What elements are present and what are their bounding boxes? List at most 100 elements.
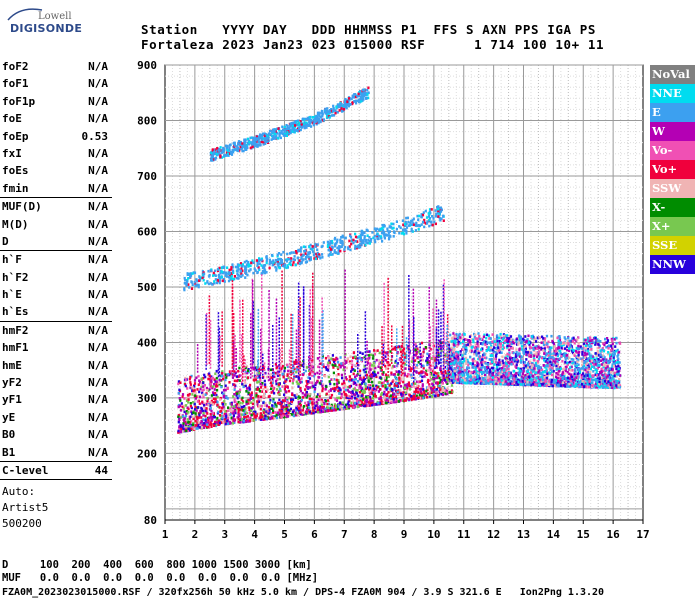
- echo-point: [369, 368, 372, 371]
- echo-point: [428, 384, 431, 388]
- echo-point: [252, 271, 255, 275]
- echo-point: [196, 400, 199, 403]
- echo-point: [315, 119, 318, 122]
- echo-point: [238, 379, 241, 382]
- echo-point: [392, 226, 395, 230]
- echo-point: [208, 275, 211, 278]
- echo-point: [404, 391, 407, 395]
- echo-point: [400, 377, 403, 380]
- echo-point: [377, 401, 380, 405]
- echo-point: [298, 361, 302, 365]
- echo-point: [324, 107, 327, 111]
- echo-point: [368, 357, 371, 360]
- echo-point: [354, 232, 357, 236]
- echo-point: [197, 416, 200, 419]
- echo-point: [586, 340, 589, 344]
- echo-point: [320, 245, 323, 248]
- echo-point: [295, 370, 298, 374]
- echo-point: [324, 366, 327, 369]
- echo-point: [314, 243, 317, 246]
- echo-point: [250, 407, 253, 410]
- echo-point: [336, 240, 339, 243]
- echo-point: [240, 272, 243, 275]
- echo-point: [288, 379, 292, 383]
- echo-point: [433, 220, 436, 224]
- echo-point: [292, 414, 295, 418]
- echo-point: [307, 401, 310, 404]
- echo-point: [323, 407, 326, 410]
- echo-point: [223, 148, 226, 151]
- echo-point: [434, 215, 437, 218]
- echo-point: [258, 375, 261, 379]
- echo-point: [325, 368, 328, 371]
- echo-point: [355, 245, 358, 249]
- echo-point: [233, 277, 236, 281]
- echo-point: [300, 261, 303, 264]
- echo-point: [415, 366, 419, 369]
- echo-point: [186, 280, 189, 283]
- echo-point: [388, 236, 391, 240]
- echo-point: [426, 380, 429, 384]
- echo-point: [218, 406, 221, 409]
- echo-point: [329, 109, 332, 112]
- x-tick-label: 16: [607, 528, 621, 541]
- echo-point: [338, 392, 341, 395]
- param-name: yF1: [2, 393, 22, 407]
- echo-point: [339, 101, 342, 105]
- echo-point: [404, 362, 407, 366]
- echo-point: [239, 421, 242, 424]
- echo-point: [292, 130, 295, 134]
- echo-point: [242, 419, 245, 423]
- param-row: D N/A: [0, 233, 112, 250]
- echo-point: [365, 241, 368, 244]
- echo-point: [248, 412, 251, 415]
- echo-point: [465, 371, 469, 375]
- echo-point: [196, 395, 199, 398]
- echo-point: [363, 403, 366, 406]
- echo-point: [365, 396, 368, 399]
- echo-point: [582, 367, 585, 370]
- echo-point: [202, 411, 205, 415]
- echo-point: [275, 416, 279, 420]
- echo-point: [403, 358, 406, 362]
- echo-point: [324, 374, 327, 378]
- echo-point: [265, 404, 269, 408]
- echo-point: [254, 410, 257, 414]
- echo-point: [223, 412, 226, 416]
- echo-point: [337, 405, 340, 408]
- echo-point: [358, 401, 361, 404]
- echo-point: [586, 347, 590, 351]
- echo-point: [315, 252, 318, 256]
- echo-point: [403, 386, 406, 389]
- echo-point: [445, 377, 448, 380]
- echo-point: [382, 381, 385, 384]
- echo-point: [379, 228, 382, 231]
- echo-point: [391, 380, 394, 384]
- echo-point: [274, 411, 277, 414]
- echo-point: [348, 390, 351, 394]
- echo-point: [297, 256, 300, 260]
- echo-point: [232, 417, 235, 420]
- echo-point: [185, 422, 188, 426]
- echo-point: [414, 224, 418, 227]
- echo-point: [270, 387, 273, 391]
- echo-point: [447, 368, 450, 372]
- echo-point: [459, 350, 462, 353]
- echo-point: [257, 140, 260, 144]
- echo-point: [213, 281, 216, 285]
- echo-point: [326, 402, 329, 406]
- echo-point: [394, 400, 398, 404]
- echo-point: [288, 130, 291, 133]
- echo-point: [211, 159, 214, 162]
- echo-point: [270, 379, 274, 382]
- echo-point: [264, 132, 267, 136]
- echo-point: [205, 424, 208, 428]
- echo-point: [583, 377, 586, 381]
- echo-point: [181, 405, 184, 409]
- echo-point: [224, 388, 227, 392]
- echo-point: [250, 141, 253, 145]
- echo-point: [374, 366, 377, 370]
- echo-point: [272, 409, 275, 412]
- echo-point: [227, 373, 230, 376]
- echo-point: [235, 375, 238, 378]
